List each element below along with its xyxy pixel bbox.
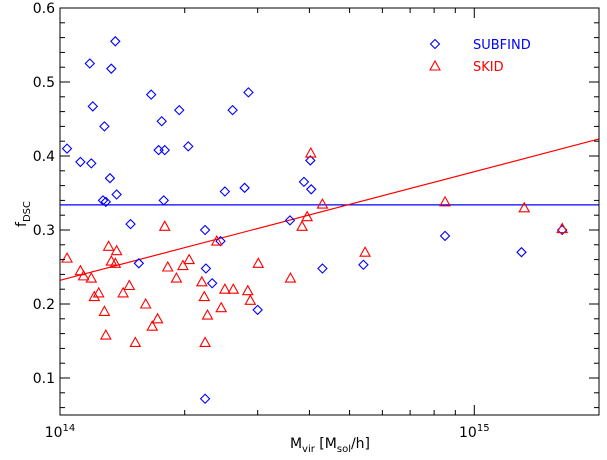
y-axis-label: fDSC bbox=[14, 201, 33, 227]
skid-point bbox=[141, 299, 151, 308]
skid-point bbox=[171, 273, 181, 282]
y-tick-label: 0.1 bbox=[33, 371, 55, 387]
plot-frame bbox=[60, 8, 599, 415]
skid-point bbox=[99, 306, 109, 315]
skid-point bbox=[184, 255, 194, 264]
fit-lines bbox=[60, 139, 599, 280]
subfind-point bbox=[112, 190, 121, 199]
x-tick-label: 1015 bbox=[459, 423, 490, 441]
subfind-point bbox=[85, 59, 94, 68]
subfind-point bbox=[160, 146, 169, 155]
subfind-point bbox=[253, 305, 262, 314]
data-points bbox=[62, 37, 567, 403]
legend-label-subfind: SUBFIND bbox=[473, 38, 531, 53]
skid-point bbox=[75, 266, 85, 275]
subfind-point bbox=[159, 196, 168, 205]
subfind-point bbox=[100, 122, 109, 131]
subfind-point bbox=[201, 264, 210, 273]
subfind-point bbox=[63, 144, 72, 153]
skid-point bbox=[285, 273, 295, 282]
subfind-point bbox=[240, 183, 249, 192]
skid-point bbox=[317, 199, 327, 208]
subfind-point bbox=[307, 185, 316, 194]
subfind-point bbox=[154, 146, 163, 155]
subfind-point bbox=[88, 102, 97, 111]
skid-point bbox=[297, 221, 307, 230]
subfind-point bbox=[318, 264, 327, 273]
subfind-point bbox=[111, 37, 120, 46]
legend-marker-subfind bbox=[431, 40, 440, 49]
subfind-point bbox=[228, 106, 237, 115]
fit-line-skid bbox=[60, 139, 599, 280]
subfind-point bbox=[87, 159, 96, 168]
subfind-point bbox=[107, 64, 116, 73]
skid-point bbox=[360, 247, 370, 256]
subfind-point bbox=[441, 231, 450, 240]
skid-point bbox=[245, 295, 255, 304]
subfind-point bbox=[208, 279, 217, 288]
y-tick-label: 0.5 bbox=[33, 75, 55, 91]
subfind-point bbox=[76, 157, 85, 166]
skid-point bbox=[178, 261, 188, 270]
x-axis-label: Mvir [Msol/h] bbox=[290, 436, 370, 455]
subfind-point bbox=[299, 177, 308, 186]
subfind-point bbox=[517, 248, 526, 257]
subfind-point bbox=[126, 220, 135, 229]
skid-point bbox=[130, 337, 140, 346]
subfind-point bbox=[359, 260, 368, 269]
subfind-point bbox=[184, 142, 193, 151]
skid-point bbox=[163, 262, 173, 271]
skid-point bbox=[101, 330, 111, 339]
skid-point bbox=[106, 256, 116, 265]
y-tick-label: 0.6 bbox=[33, 1, 55, 17]
y-tick-label: 0.2 bbox=[33, 297, 55, 313]
skid-point bbox=[243, 286, 253, 295]
skid-point bbox=[202, 310, 212, 319]
skid-point bbox=[104, 241, 114, 250]
skid-point bbox=[197, 277, 207, 286]
legend: SUBFIND SKID bbox=[430, 38, 531, 75]
skid-point bbox=[62, 253, 72, 262]
skid-point bbox=[124, 281, 134, 290]
skid-point bbox=[519, 203, 529, 212]
skid-point bbox=[200, 337, 210, 346]
skid-point bbox=[216, 303, 226, 312]
y-tick-label: 0.3 bbox=[33, 223, 55, 239]
y-tick-label: 0.4 bbox=[33, 149, 55, 165]
tick-labels: 0.1 0.2 0.3 0.4 0.5 0.6 1014 1015 bbox=[33, 1, 490, 441]
skid-point bbox=[199, 292, 209, 301]
axis-ticks bbox=[60, 8, 599, 415]
legend-marker-skid bbox=[430, 61, 440, 70]
subfind-point bbox=[201, 226, 210, 235]
subfind-point bbox=[147, 90, 156, 99]
skid-point bbox=[160, 221, 170, 230]
skid-point bbox=[220, 284, 230, 293]
subfind-point bbox=[244, 88, 253, 97]
subfind-point bbox=[220, 187, 229, 196]
subfind-point bbox=[105, 174, 114, 183]
subfind-point bbox=[201, 394, 210, 403]
skid-point bbox=[228, 284, 238, 293]
x-tick-label: 1014 bbox=[45, 423, 76, 441]
legend-label-skid: SKID bbox=[473, 60, 504, 75]
skid-point bbox=[153, 314, 163, 323]
subfind-point bbox=[157, 117, 166, 126]
skid-point bbox=[253, 258, 263, 267]
subfind-point bbox=[175, 106, 184, 115]
